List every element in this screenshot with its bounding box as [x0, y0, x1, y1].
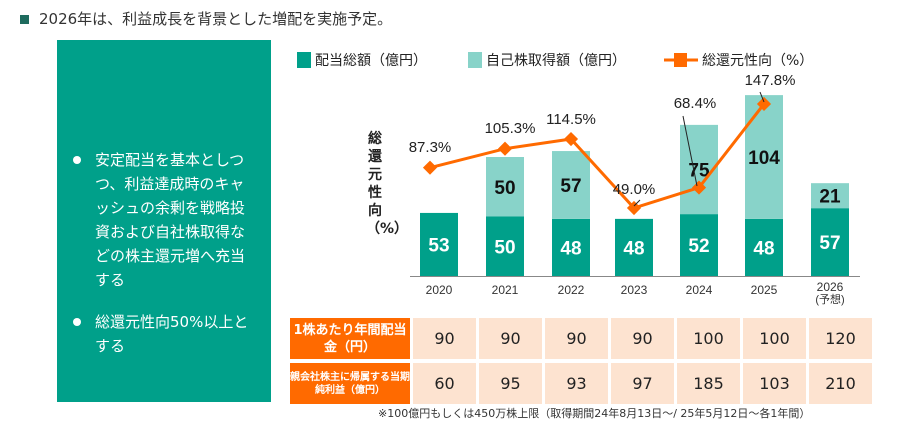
- bar-label-dividend: 50: [494, 237, 515, 258]
- bar-dividend: [486, 216, 524, 276]
- bar-label-buyback: 50: [494, 178, 515, 199]
- payout-point: [756, 96, 772, 112]
- payout-label: 87.3%: [409, 139, 452, 156]
- bar-label-buyback: 57: [560, 176, 581, 197]
- x-tick-label: 2021: [492, 283, 519, 297]
- chart: 53 2020 50 50 2021 48 57 2022 48 2023 52 75 2024 48 10…: [409, 72, 860, 306]
- table-cell: 100: [677, 318, 740, 359]
- bar-label-dividend: 48: [560, 238, 581, 259]
- table-cell: 120: [809, 318, 872, 359]
- leader-line: [682, 115, 698, 187]
- table-row-header: 1株あたり年間配当金（円）: [290, 318, 410, 359]
- payout-label: 68.4%: [674, 95, 717, 112]
- payout-point: [626, 200, 642, 216]
- bar-dividend: [680, 214, 718, 276]
- bar-dividend: [420, 212, 458, 276]
- table-cell: 210: [809, 363, 872, 404]
- x-tick-label: 2022: [558, 283, 585, 297]
- bar-label-buyback: 21: [819, 187, 841, 208]
- bar-label-dividend: 48: [623, 238, 644, 259]
- leader-line: [633, 199, 641, 207]
- bar-label-dividend: 52: [688, 236, 709, 257]
- table-cell: 97: [611, 363, 674, 404]
- payout-label: 49.0%: [613, 181, 656, 198]
- table-cell: 90: [611, 318, 674, 359]
- table-cell: 90: [479, 318, 542, 359]
- leader-line: [759, 91, 765, 103]
- bar-buyback: [745, 95, 783, 219]
- page-title: 2026年は、利益成長を背景とした増配を実施予定。: [20, 8, 392, 29]
- bar-dividend: [745, 218, 783, 276]
- bar-buyback: [811, 183, 849, 209]
- bar-label-dividend: 57: [819, 233, 840, 254]
- payout-line: [429, 103, 766, 210]
- x-tick-label: 2025: [751, 283, 778, 297]
- payout-label: 147.8%: [745, 72, 796, 89]
- bullet-item: 安定配当を基本としつつ、利益達成時のキャッシュの余剰を戦略投資および自社株取得な…: [71, 148, 259, 292]
- payout-label: 114.5%: [546, 111, 596, 128]
- x-tick-label: 2020: [426, 283, 453, 297]
- table-cell: 95: [479, 363, 542, 404]
- bar-dividend: [615, 218, 653, 276]
- legend-payout: 総還元性向（%）: [664, 50, 813, 70]
- bullet-item: 総還元性向50%以上とする: [71, 310, 259, 358]
- x-tick-label: (予想): [815, 292, 844, 306]
- bar-label-buyback: 75: [688, 160, 710, 181]
- payout-point: [563, 131, 579, 147]
- bar-label-dividend: 53: [428, 235, 449, 256]
- table-cell: 93: [545, 363, 608, 404]
- legend-buyback: 自己株取得額（億円）: [468, 50, 626, 70]
- x-tick-label: 2026: [817, 280, 844, 294]
- policy-box: 安定配当を基本としつつ、利益達成時のキャッシュの余剰を戦略投資および自社株取得な…: [57, 40, 271, 402]
- bar-label-dividend: 48: [753, 238, 774, 259]
- bar-dividend: [552, 218, 590, 276]
- table-cell: 103: [743, 363, 806, 404]
- table-cell: 185: [677, 363, 740, 404]
- bar-buyback: [486, 157, 524, 217]
- payout-point: [691, 180, 707, 195]
- legend-dividend: 配当総額（億円）: [297, 50, 427, 70]
- table-row-header: 親会社株主に帰属する当期純利益（億円）: [290, 363, 410, 404]
- payout-point: [422, 160, 438, 175]
- payout-point: [497, 141, 513, 156]
- bar-buyback: [552, 151, 590, 219]
- table-cell: 90: [545, 318, 608, 359]
- x-tick-label: 2024: [686, 283, 713, 297]
- x-tick-label: 2023: [621, 283, 648, 297]
- footnote: ※100億円もしくは450万株上限（取得期間24年8月13日〜/ 25年5月12…: [378, 407, 811, 420]
- payout-label: 105.3%: [485, 120, 536, 137]
- bar-label-buyback: 104: [748, 148, 780, 169]
- table-cell: 100: [743, 318, 806, 359]
- table-cell: 90: [413, 318, 476, 359]
- bar-dividend: [811, 208, 849, 276]
- square-bullet-icon: [20, 15, 29, 24]
- table-cell: 60: [413, 363, 476, 404]
